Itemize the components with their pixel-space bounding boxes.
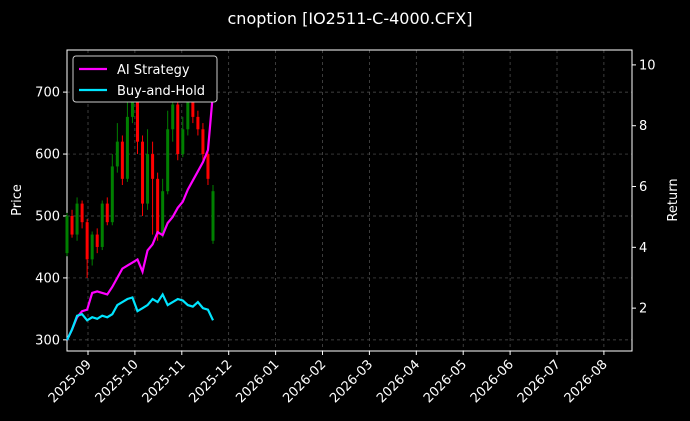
candle-body (70, 215, 74, 235)
legend-box (72, 55, 218, 103)
candle-body (151, 154, 155, 179)
candle-body (171, 104, 175, 130)
candle-body (211, 191, 215, 241)
x-tick-label: 2025-12 (187, 357, 236, 406)
candle-body (80, 203, 84, 223)
y2-axis-label: Return (666, 178, 681, 221)
y-tick-label: 700 (35, 86, 60, 101)
y2-tick-label: 2 (639, 302, 647, 317)
x-tick-label: 2026-01 (233, 357, 282, 406)
x-tick-label: 2026-08 (562, 357, 611, 406)
chart-title: cnoption [IO2511-C-4000.CFX] (228, 9, 473, 28)
line-series (66, 92, 215, 341)
y-tick-label: 400 (35, 271, 60, 286)
candle-body (105, 203, 109, 223)
x-tick-label: 2026-04 (374, 357, 423, 406)
legend-label: Buy-and-Hold (117, 84, 205, 99)
candle-body (141, 141, 145, 204)
x-tick-label: 2026-05 (421, 357, 470, 406)
y-tick-label: 300 (35, 333, 60, 348)
candle-body (191, 92, 195, 117)
candle-body (196, 116, 200, 130)
y-tick-label: 500 (35, 209, 60, 224)
candle-body (115, 141, 119, 167)
plot-frame (66, 49, 633, 352)
candle-body (130, 92, 134, 117)
y-tick-label: 600 (35, 148, 60, 163)
y-axis-label: Price (10, 184, 25, 216)
x-tick-label: 2025-09 (46, 357, 95, 406)
candle-body (85, 222, 89, 260)
candle-body (176, 104, 180, 155)
candle-body (135, 92, 139, 142)
candle-body (161, 191, 165, 235)
y2-tick-label: 4 (639, 241, 647, 256)
candle-body (181, 129, 185, 155)
candle-body (201, 129, 205, 155)
candle-body (186, 92, 190, 130)
line-series (66, 292, 214, 341)
candle-body (206, 154, 210, 179)
candle-body (100, 203, 104, 247)
y2-tick-label: 6 (639, 180, 647, 195)
candle-body (146, 154, 150, 204)
candle-body (95, 234, 99, 247)
candle-body (166, 129, 170, 192)
candle-body (75, 203, 79, 235)
x-tick-label: 2026-06 (468, 357, 517, 406)
candle-body (125, 116, 129, 179)
x-tick-label: 2026-02 (280, 357, 329, 406)
x-tick-label: 2026-03 (327, 357, 376, 406)
candle-body (110, 166, 114, 223)
y2-tick-label: 8 (639, 119, 647, 134)
x-tick-label: 2026-07 (515, 357, 564, 406)
candle-body (156, 178, 160, 235)
x-tick-label: 2025-10 (93, 357, 142, 406)
candle-body (90, 234, 94, 260)
y2-tick-label: 10 (639, 58, 656, 73)
legend-label: AI Strategy (117, 63, 190, 78)
candle-body (120, 141, 124, 179)
candle-body (65, 215, 69, 254)
x-tick-label: 2025-11 (140, 357, 189, 406)
